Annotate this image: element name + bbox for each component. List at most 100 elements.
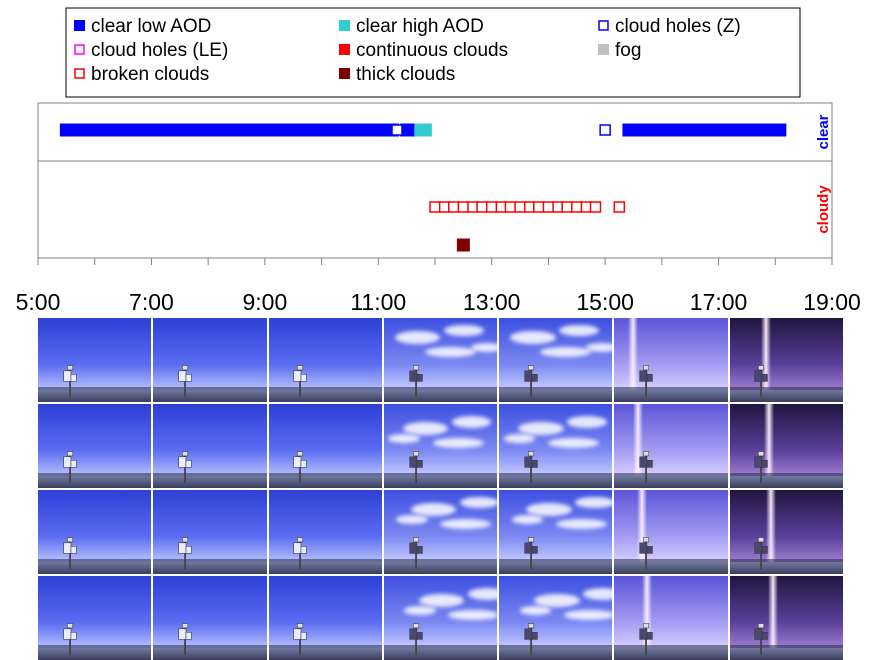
sky-photo xyxy=(614,404,728,488)
legend-entry-fog: fog xyxy=(598,40,641,61)
instrument-icon xyxy=(178,450,192,483)
ground xyxy=(268,476,382,488)
cloud xyxy=(443,324,484,337)
ground xyxy=(499,562,613,574)
instrument-icon xyxy=(178,364,192,397)
cloud xyxy=(459,496,498,509)
instrument-mast xyxy=(637,362,655,397)
data-point xyxy=(456,238,470,252)
instrument-icon xyxy=(524,450,538,483)
legend-swatch xyxy=(74,20,85,31)
instrument-icon xyxy=(524,364,538,397)
instrument-icon xyxy=(524,536,538,569)
ground xyxy=(499,648,613,660)
horizon xyxy=(153,387,267,391)
series-clear-low-aod xyxy=(59,123,787,137)
instrument-icon xyxy=(293,364,307,397)
horizon xyxy=(614,645,728,649)
sky-photo xyxy=(383,490,498,574)
legend-label: continuous clouds xyxy=(356,40,508,61)
cloud xyxy=(411,502,457,517)
data-point xyxy=(514,201,526,213)
instrument-mast xyxy=(637,448,655,483)
cloud xyxy=(518,421,564,436)
sun-glare xyxy=(641,576,652,660)
sun-glare xyxy=(632,404,643,488)
instrument-mast xyxy=(61,362,79,397)
legend-label: cloud holes (LE) xyxy=(91,40,228,61)
instrument-icon xyxy=(63,622,77,655)
horizon xyxy=(38,387,152,391)
horizon xyxy=(38,559,152,563)
data-point xyxy=(429,201,441,213)
ground xyxy=(268,648,382,660)
sun-glare xyxy=(768,576,779,660)
x-tick-label: 7:00 xyxy=(129,289,174,315)
instrument-icon xyxy=(408,536,423,569)
data-point xyxy=(504,201,517,213)
sun-glare xyxy=(765,490,776,574)
instrument-mast xyxy=(752,362,770,397)
sky-photo xyxy=(499,490,613,574)
sky-photo xyxy=(268,490,382,574)
cloud xyxy=(526,502,572,517)
sky-photo xyxy=(499,404,613,488)
ground xyxy=(383,648,498,660)
instrument-mast xyxy=(291,534,309,569)
horizon xyxy=(499,645,613,649)
instrument-mast xyxy=(407,620,425,655)
instrument-mast xyxy=(637,534,655,569)
classification-chart: clear low AOD clear high AOD cloud holes (… xyxy=(16,7,861,315)
ground xyxy=(729,476,843,488)
legend-swatch xyxy=(74,68,85,79)
instrument-mast xyxy=(176,448,194,483)
ground xyxy=(614,648,728,660)
instrument-icon xyxy=(293,450,307,483)
horizon xyxy=(614,473,728,477)
instrument-icon xyxy=(408,622,423,655)
legend-entry-thick-clouds: thick clouds xyxy=(339,64,455,85)
legend-label: clear high AOD xyxy=(356,16,484,37)
cloud xyxy=(534,593,580,608)
legend-swatch xyxy=(339,20,350,31)
instrument-mast xyxy=(176,620,194,655)
sun-glare xyxy=(637,490,648,574)
horizon xyxy=(268,559,382,563)
ground xyxy=(499,476,613,488)
instrument-icon xyxy=(293,536,307,569)
instrument-icon xyxy=(639,536,653,569)
legend-label: thick clouds xyxy=(356,64,455,85)
instrument-icon xyxy=(178,536,192,569)
horizon xyxy=(729,645,843,649)
sky-photo xyxy=(153,490,267,574)
data-point xyxy=(571,201,583,213)
instrument-mast xyxy=(61,534,79,569)
instrument-mast xyxy=(291,362,309,397)
horizon xyxy=(499,559,613,563)
horizon xyxy=(729,473,843,477)
instrument-icon xyxy=(754,450,769,483)
horizon xyxy=(38,645,152,649)
sky-photo xyxy=(729,490,843,574)
cloud xyxy=(395,330,441,345)
sky-photo-grid xyxy=(38,318,843,660)
instrument-mast xyxy=(61,620,79,655)
horizon xyxy=(383,473,498,477)
x-tick-label: 5:00 xyxy=(16,289,61,315)
ground xyxy=(614,476,728,488)
sky-photo xyxy=(499,318,613,402)
instrument-mast xyxy=(752,448,770,483)
data-point xyxy=(561,201,573,213)
row-label-clear: clear xyxy=(815,114,832,149)
horizon xyxy=(268,387,382,391)
cloud xyxy=(403,421,449,436)
ground xyxy=(383,562,498,574)
ground xyxy=(729,648,843,660)
data-point xyxy=(391,124,403,136)
instrument-mast xyxy=(407,448,425,483)
instrument-mast xyxy=(176,362,194,397)
cloud xyxy=(547,437,599,448)
legend-swatch xyxy=(598,44,609,55)
sky-photo xyxy=(729,318,843,402)
